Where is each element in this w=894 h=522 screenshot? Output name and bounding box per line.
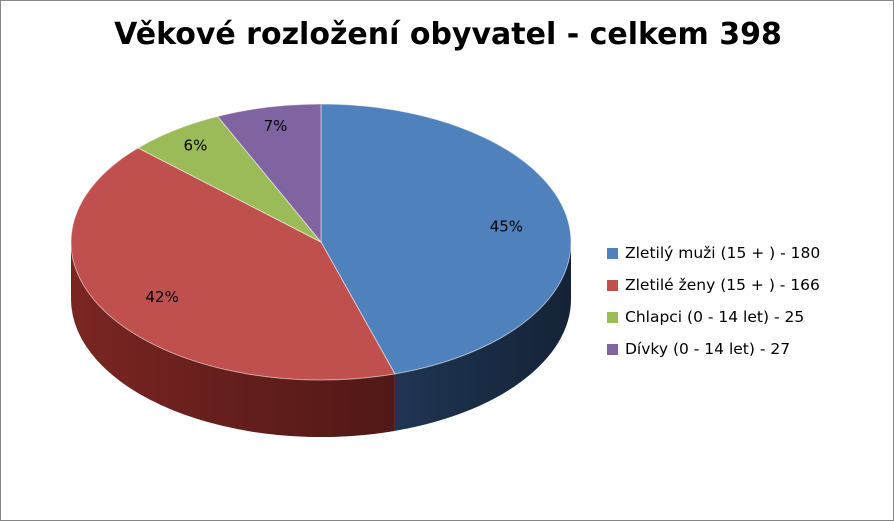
data-label-3: 6% bbox=[184, 137, 208, 155]
pie-side-shade-2 bbox=[71, 242, 395, 438]
legend-entry-3: Chlapci (0 - 14 let) - 25 bbox=[607, 301, 820, 333]
legend-label-3: Chlapci (0 - 14 let) - 25 bbox=[625, 308, 805, 326]
legend-label-1: Zletilý muži (15 + ) - 180 bbox=[625, 244, 821, 262]
legend-swatch-4 bbox=[607, 343, 618, 355]
pie-slice-4[interactable] bbox=[216, 103, 322, 244]
legend-entry-2: Zletilé ženy (15 + ) - 166 bbox=[607, 269, 820, 301]
legend-label-4: Dívky (0 - 14 let) - 27 bbox=[625, 340, 791, 358]
pie-tops bbox=[70, 103, 572, 381]
legend-entry-4: Dívky (0 - 14 let) - 27 bbox=[607, 333, 820, 365]
pie-slice-2[interactable] bbox=[70, 147, 396, 381]
legend-entry-1: Zletilý muži (15 + ) - 180 bbox=[607, 237, 820, 269]
pie-labels: 45% 42% 6% 7% bbox=[146, 117, 524, 306]
data-label-4: 7% bbox=[264, 117, 288, 135]
data-label-2: 42% bbox=[146, 288, 179, 306]
legend: Zletilý muži (15 + ) - 180 Zletilé ženy (… bbox=[607, 237, 820, 365]
legend-label-2: Zletilé ženy (15 + ) - 166 bbox=[625, 276, 820, 294]
legend-swatch-1 bbox=[607, 247, 618, 259]
legend-swatch-2 bbox=[607, 279, 618, 291]
chart-title: Věkové rozložení obyvatel - celkem 398 bbox=[114, 17, 782, 52]
pie-slice-1[interactable] bbox=[320, 103, 572, 375]
legend-swatch-3 bbox=[607, 311, 618, 323]
data-label-1: 45% bbox=[490, 218, 523, 236]
pie-side-shade-1 bbox=[394, 242, 571, 431]
pie-sides bbox=[71, 242, 571, 438]
